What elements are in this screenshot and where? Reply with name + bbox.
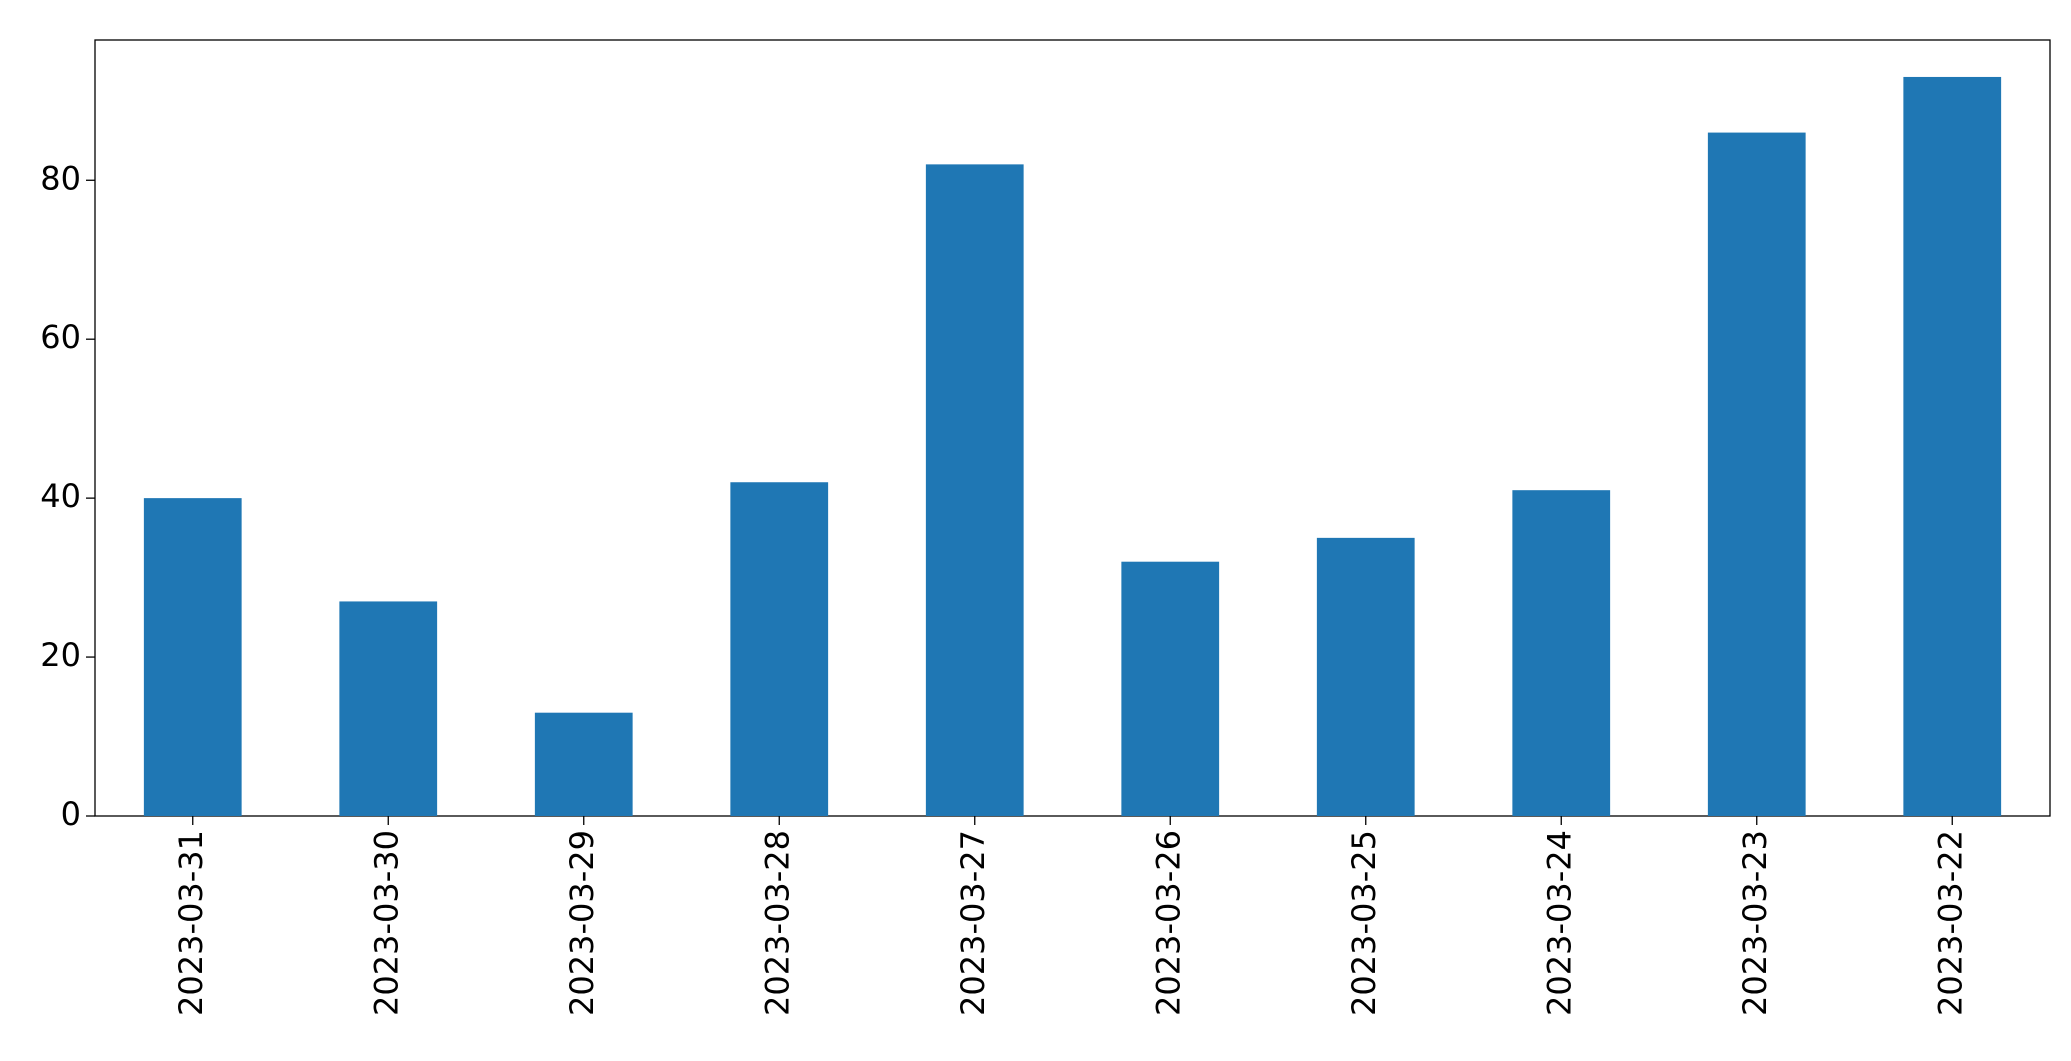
x-tick-label: 2023-03-23 [1736, 830, 1774, 1016]
y-tick-label: 0 [61, 795, 81, 833]
x-tick-label: 2023-03-24 [1540, 830, 1578, 1016]
x-tick-label: 2023-03-27 [954, 830, 992, 1016]
bar [1707, 132, 1806, 817]
bar [1121, 561, 1220, 816]
y-tick-label: 40 [40, 477, 81, 515]
x-tick-label: 2023-03-30 [367, 830, 405, 1016]
x-tick-label: 2023-03-22 [1931, 830, 1969, 1016]
x-tick-label: 2023-03-25 [1345, 830, 1383, 1016]
bar [1316, 537, 1415, 816]
x-tick-label: 2023-03-28 [758, 830, 796, 1016]
y-tick-label: 20 [40, 636, 81, 674]
y-tick-label: 80 [40, 159, 81, 197]
axes-frame [94, 39, 2051, 817]
x-tick-label: 2023-03-26 [1149, 830, 1187, 1016]
bar [925, 164, 1024, 816]
bar [143, 498, 242, 816]
x-tick-label: 2023-03-31 [172, 830, 210, 1016]
bar [339, 601, 438, 816]
y-tick-label: 60 [40, 318, 81, 356]
bar [1512, 490, 1611, 816]
x-tick-label: 2023-03-29 [563, 830, 601, 1016]
bar [1903, 76, 2002, 816]
bar [730, 482, 829, 816]
bar [534, 712, 633, 816]
